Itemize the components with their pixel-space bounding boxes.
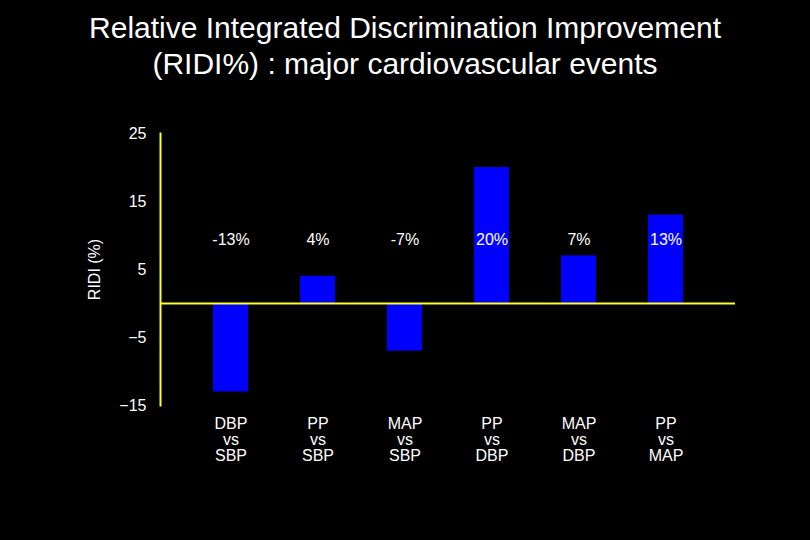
svg-text:-7%: -7% <box>391 231 419 248</box>
svg-text:PPvsSBP: PPvsSBP <box>302 415 334 464</box>
svg-text:MAPvsDBP: MAPvsDBP <box>562 415 597 464</box>
svg-text:20%: 20% <box>476 231 508 248</box>
svg-text:4%: 4% <box>306 231 329 248</box>
svg-text:25: 25 <box>129 125 147 142</box>
svg-text:15: 15 <box>129 193 147 210</box>
svg-text:RIDI (%): RIDI (%) <box>86 239 103 300</box>
svg-text:MAPvsSBP: MAPvsSBP <box>388 415 423 464</box>
svg-text:PPvsDBP: PPvsDBP <box>476 415 509 464</box>
svg-text:PPvsMAP: PPvsMAP <box>649 415 684 464</box>
svg-text:−15: −15 <box>119 397 146 414</box>
svg-text:DBPvsSBP: DBPvsSBP <box>215 415 248 464</box>
svg-text:-13%: -13% <box>212 231 249 248</box>
html-text:Relative Integrated Discrimina: Relative Integrated Discrimination Impro… <box>89 11 721 80</box>
svg-text:7%: 7% <box>567 231 590 248</box>
svg-text:13%: 13% <box>650 231 682 248</box>
svg-text:5: 5 <box>138 261 147 278</box>
svg-text:−5: −5 <box>128 329 146 346</box>
